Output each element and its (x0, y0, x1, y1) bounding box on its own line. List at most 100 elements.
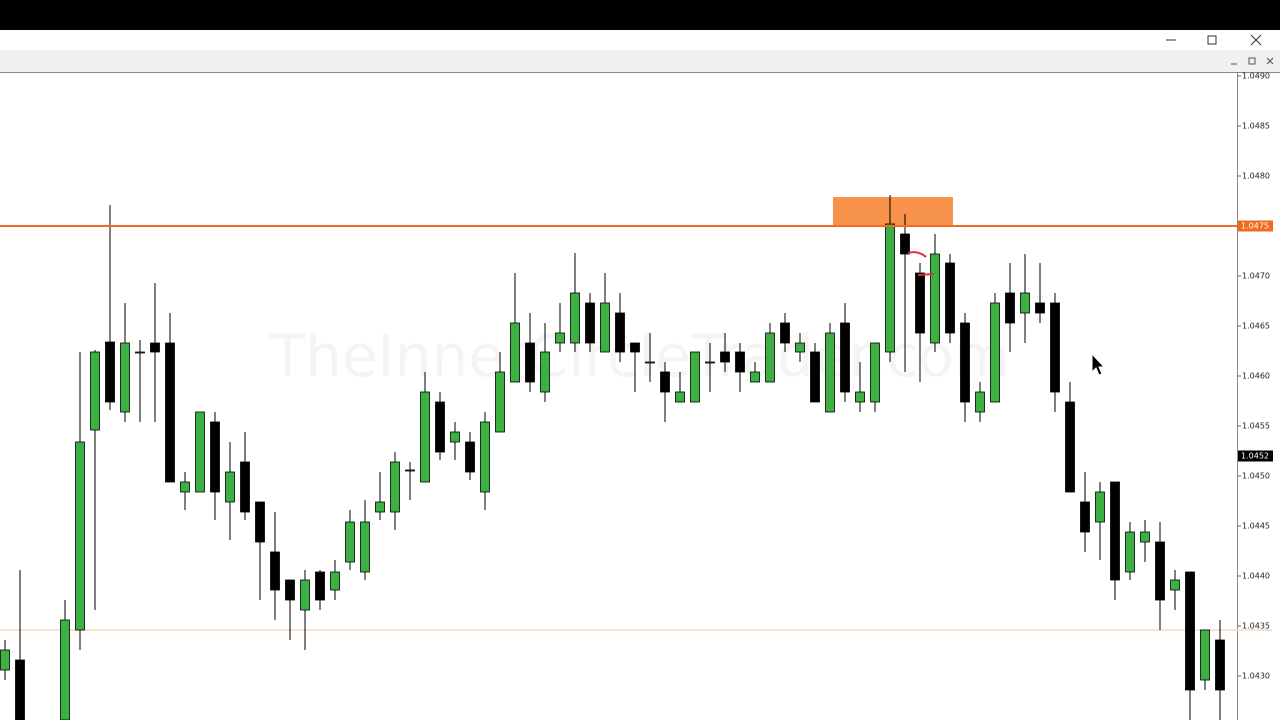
y-tick-label: 1.0465 (1242, 322, 1270, 331)
candle-body (465, 441, 475, 473)
y-tick-label: 1.0490 (1242, 72, 1270, 81)
candle-body (1140, 531, 1150, 543)
candle-body (105, 341, 115, 403)
candle-body (585, 302, 595, 344)
candle-body (285, 579, 295, 601)
candle-body (885, 223, 895, 353)
candle-body (990, 302, 1000, 403)
mdi-close[interactable] (1266, 57, 1274, 65)
y-tick-label: 1.0435 (1242, 622, 1270, 631)
candle-body (15, 659, 25, 720)
y-tick-label: 1.0460 (1242, 372, 1270, 381)
mdi-controls[interactable] (1231, 57, 1274, 65)
candle-body (60, 619, 70, 720)
candle-body (405, 469, 415, 472)
candle-body (1005, 292, 1015, 324)
candle-body (510, 322, 520, 383)
candle-body (255, 501, 265, 543)
candle-body (1035, 302, 1045, 314)
candle-body (750, 371, 760, 383)
candle-body (855, 391, 865, 403)
candle-body (570, 292, 580, 344)
candle-body (210, 421, 220, 493)
candle-body (615, 312, 625, 353)
candle-body (675, 391, 685, 403)
candle-body (420, 391, 430, 483)
candle-body (135, 351, 145, 354)
candle-body (555, 332, 565, 344)
candle-body (1155, 541, 1165, 601)
candle-body (705, 361, 715, 364)
candle-body (765, 332, 775, 383)
candle-body (720, 351, 730, 363)
mdi-restore[interactable] (1248, 57, 1256, 65)
candle-body (795, 342, 805, 353)
candle-body (225, 471, 235, 503)
y-tick-label: 1.0470 (1242, 272, 1270, 281)
candle-body (330, 571, 340, 591)
candle-body (540, 351, 550, 393)
window-controls[interactable] (1166, 34, 1262, 46)
candle-body (1170, 579, 1180, 591)
candle-body (690, 351, 700, 403)
candle-body (240, 461, 250, 513)
candle-body (360, 521, 370, 573)
top-band (0, 0, 1280, 30)
candle-body (630, 342, 640, 353)
price-label: 1.0452 (1241, 452, 1269, 461)
candle-body (1050, 302, 1060, 393)
candle-body (345, 521, 355, 563)
mdi-bar (0, 50, 1280, 72)
candle-body (870, 342, 880, 403)
close-button[interactable] (1250, 34, 1262, 46)
candle-body (450, 431, 460, 443)
y-tick-label: 1.0485 (1242, 122, 1270, 131)
candle-body (945, 262, 955, 334)
candle-body (315, 571, 325, 601)
candle-body (1110, 481, 1120, 581)
y-tick-label: 1.0445 (1242, 522, 1270, 531)
restore-button[interactable] (1207, 35, 1217, 45)
candle-body (0, 649, 10, 671)
candle-body (1125, 531, 1135, 573)
candle-body (1065, 401, 1075, 493)
y-tick-label: 1.0480 (1242, 172, 1270, 181)
candle-body (90, 351, 100, 431)
candle-body (1185, 571, 1195, 691)
candle-body (435, 401, 445, 453)
candle-body (660, 371, 670, 393)
y-tick-label: 1.0440 (1242, 572, 1270, 581)
candle-body (810, 351, 820, 403)
candle-body (960, 322, 970, 403)
candle-body (1200, 629, 1210, 681)
candle-body (600, 302, 610, 353)
candle-body (975, 391, 985, 413)
candle-body (525, 342, 535, 383)
price-label-bg (1238, 220, 1273, 232)
watermark: TheInnerCircleTrader.com (269, 322, 1011, 390)
candle-body (165, 342, 175, 483)
candle-body (300, 579, 310, 611)
candle-body (1080, 501, 1090, 533)
candle-body (195, 411, 205, 493)
candle-body (930, 253, 940, 344)
candle-body (390, 461, 400, 513)
y-tick-label: 1.0450 (1242, 472, 1270, 481)
candle-body (180, 481, 190, 493)
candle-body (270, 551, 280, 591)
candle-body (480, 421, 490, 493)
y-tick-label: 1.0455 (1242, 422, 1270, 431)
candle-body (75, 441, 85, 631)
candle-body (120, 342, 130, 413)
candle-body (780, 322, 790, 344)
mouse-cursor (1091, 352, 1106, 376)
candle-body (645, 361, 655, 364)
zone (833, 197, 953, 226)
candle-body (915, 272, 925, 334)
candle-body (900, 233, 910, 255)
plot (0, 195, 1272, 720)
candle-body (1095, 491, 1105, 523)
title-bar (0, 30, 1280, 50)
candle-body (375, 501, 385, 513)
